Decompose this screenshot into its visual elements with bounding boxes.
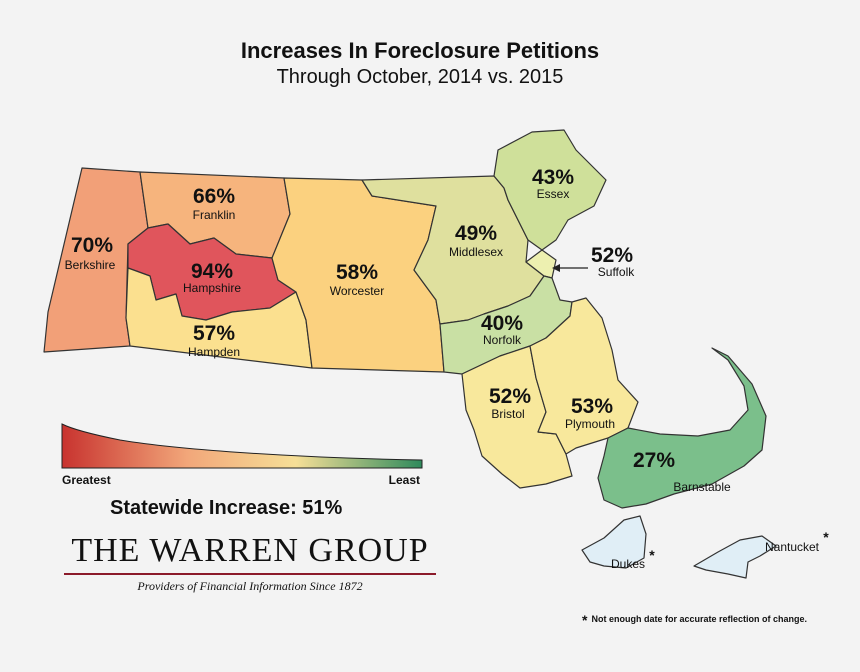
norfolk-percent: 40% <box>481 312 523 335</box>
county-plymouth[interactable] <box>529 297 639 455</box>
legend-least-label: Least <box>389 473 420 487</box>
dukes-asterisk: * <box>649 547 655 563</box>
legend-greatest-label: Greatest <box>62 473 111 487</box>
logo-tagline: Providers of Financial Information Since… <box>137 579 363 593</box>
bristol-percent: 52% <box>489 385 531 408</box>
franklin-name: Franklin <box>193 208 236 222</box>
essex-name: Essex <box>537 187 570 201</box>
logo-divider <box>64 573 436 575</box>
footnote-asterisk: * <box>582 612 588 628</box>
county-essex[interactable] <box>493 129 607 251</box>
nantucket-name: Nantucket <box>765 540 820 554</box>
worcester-percent: 58% <box>336 261 378 284</box>
essex-percent: 43% <box>532 166 574 189</box>
franklin-percent: 66% <box>193 185 235 208</box>
suffolk-name: Suffolk <box>598 265 635 279</box>
nantucket-asterisk: * <box>823 529 829 545</box>
statewide-increase: Statewide Increase: 51% <box>110 497 343 519</box>
warren-group-logo: THE WARREN GROUP <box>71 532 429 569</box>
bristol-name: Bristol <box>491 407 524 421</box>
worcester-name: Worcester <box>330 284 384 298</box>
hampden-percent: 57% <box>193 322 235 345</box>
middlesex-name: Middlesex <box>449 245 503 259</box>
berkshire-percent: 70% <box>71 234 113 257</box>
county-hampden[interactable] <box>125 267 313 369</box>
map-subtitle: Through October, 2014 vs. 2015 <box>276 66 564 88</box>
hampden-name: Hampden <box>188 345 240 359</box>
plymouth-name: Plymouth <box>565 417 615 431</box>
barnstable-percent: 27% <box>633 449 675 472</box>
suffolk-percent: 52% <box>591 244 633 267</box>
suffolk-arrow <box>552 264 560 272</box>
barnstable-name: Barnstable <box>673 480 731 494</box>
county-nantucket[interactable] <box>693 535 777 579</box>
dukes-name: Dukes <box>611 557 645 571</box>
footnote: * Not enough date for accurate reflection… <box>582 612 807 628</box>
county-dukes[interactable] <box>581 515 647 569</box>
map-title: Increases In Foreclosure Petitions <box>240 38 600 63</box>
middlesex-percent: 49% <box>455 222 497 245</box>
hampshire-percent: 94% <box>191 260 233 283</box>
norfolk-name: Norfolk <box>483 333 522 347</box>
berkshire-name: Berkshire <box>65 258 116 272</box>
legend-gradient-wedge <box>61 423 423 469</box>
county-barnstable[interactable] <box>597 347 767 509</box>
hampshire-name: Hampshire <box>183 281 241 295</box>
footnote-text: Not enough date for accurate reflection … <box>591 614 807 624</box>
plymouth-percent: 53% <box>571 395 613 418</box>
